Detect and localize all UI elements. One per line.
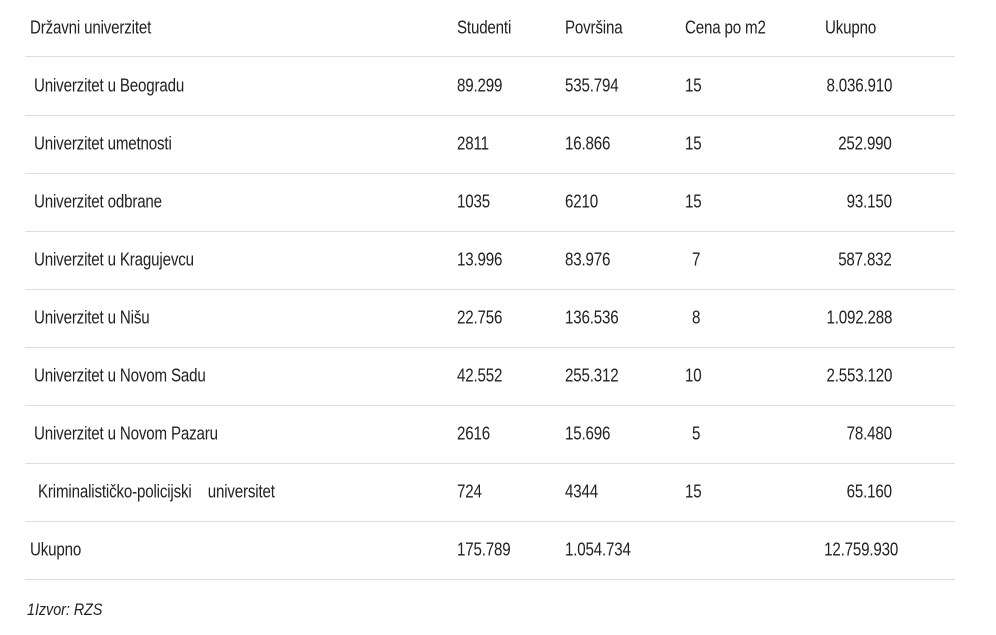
total-cell: 1.092.288: [826, 307, 892, 328]
total-cell: 252.990: [838, 133, 893, 154]
total-cell: 587.832: [838, 249, 893, 270]
university-name: Kriminalističko-policijski universitet: [38, 481, 275, 502]
price-cell: 15: [685, 481, 702, 502]
price-cell: 15: [685, 191, 702, 212]
table-row: Univerzitet u Kragujevcu 13.996 83.976 7 587…: [25, 231, 955, 290]
students-cell: 175.789: [457, 539, 511, 560]
table-row: Univerzitet u Novom Sadu 42.552 255.312 10 2…: [25, 347, 955, 406]
price-cell: 15: [685, 133, 702, 154]
total-row: Ukupno 175.789 1.054.734 12.759.930: [25, 521, 955, 580]
price-cell: 5: [692, 423, 701, 444]
price-cell: 15: [685, 75, 702, 96]
students-cell: 89.299: [457, 75, 503, 96]
column-header: Studenti: [457, 17, 512, 38]
university-name: Univerzitet u Novom Pazaru: [34, 423, 218, 444]
students-cell: 22.756: [457, 307, 503, 328]
column-header: Ukupno: [825, 17, 877, 38]
column-header: Cena po m2: [685, 17, 766, 38]
total-cell: 93.150: [846, 191, 892, 212]
total-cell: 12.759.930: [824, 539, 898, 560]
university-name: Univerzitet odbrane: [34, 191, 162, 212]
area-cell: 6210: [565, 191, 598, 212]
table-row: Univerzitet umetnosti 2811 16.866 15 252.990: [25, 115, 955, 174]
area-cell: 83.976: [565, 249, 611, 270]
price-cell: 8: [692, 307, 701, 328]
university-name: Ukupno: [30, 539, 82, 560]
students-cell: 2616: [457, 423, 490, 444]
students-cell: 724: [457, 481, 482, 502]
source-caption: 1Izvor: RZS: [27, 600, 103, 619]
area-cell: 136.536: [565, 307, 619, 328]
area-cell: 15.696: [565, 423, 611, 444]
students-cell: 2811: [457, 133, 489, 154]
students-cell: 1035: [457, 191, 490, 212]
price-cell: 7: [692, 249, 701, 270]
area-cell: 4344: [565, 481, 598, 502]
university-name: Univerzitet u Nišu: [34, 307, 150, 328]
total-cell: 8.036.910: [826, 75, 892, 96]
table-header: Državni univerzitet Studenti Površina Cena …: [25, 0, 955, 57]
column-header: Površina: [565, 17, 623, 38]
area-cell: 1.054.734: [565, 539, 631, 560]
price-cell: 10: [685, 365, 702, 386]
university-name: Univerzitet u Beogradu: [34, 75, 185, 96]
university-name: Univerzitet u Kragujevcu: [34, 249, 194, 270]
area-cell: 16.866: [565, 133, 611, 154]
total-cell: 65.160: [846, 481, 892, 502]
students-cell: 13.996: [457, 249, 503, 270]
students-cell: 42.552: [457, 365, 503, 386]
table-row: Univerzitet u Beogradu 89.299 535.794 15 8.0…: [25, 57, 955, 116]
university-name: Univerzitet umetnosti: [34, 133, 172, 154]
area-cell: 255.312: [565, 365, 619, 386]
column-header: Državni univerzitet: [30, 17, 152, 38]
total-cell: 2.553.120: [826, 365, 892, 386]
area-cell: 535.794: [565, 75, 619, 96]
table-row: Univerzitet u Nišu 22.756 136.536 8 1.092.28…: [25, 289, 955, 348]
table-row: Kriminalističko-policijski universitet 72…: [25, 463, 955, 522]
table-row: Univerzitet u Novom Pazaru 2616 15.696 5 78.…: [25, 405, 955, 464]
total-cell: 78.480: [846, 423, 892, 444]
university-name: Univerzitet u Novom Sadu: [34, 365, 206, 386]
table-row: Univerzitet odbrane 1035 6210 15 93.150: [25, 173, 955, 232]
